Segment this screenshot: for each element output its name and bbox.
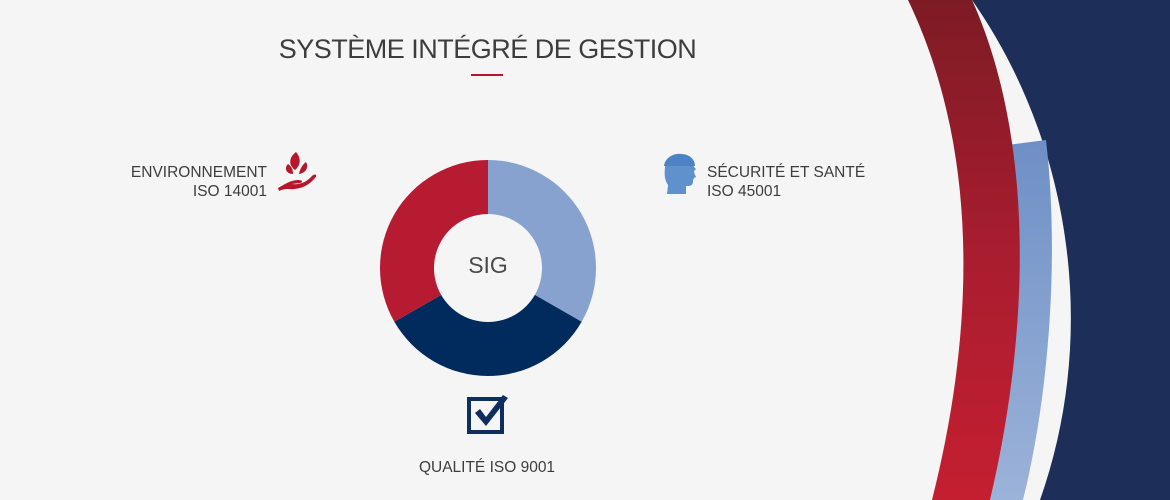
page-title: SYSTÈME INTÉGRÉ DE GESTION (278, 34, 697, 64)
quality-label: QUALITÉ ISO 9001 (418, 459, 556, 476)
environment-label: ENVIRONNEMENT ISO 14001 (100, 163, 267, 201)
safety-label: SÉCURITÉ ET SANTÉ ISO 45001 (707, 163, 907, 201)
environment-name: ENVIRONNEMENT (130, 164, 267, 181)
safety-name: SÉCURITÉ ET SANTÉ (707, 164, 866, 181)
helmeted-head-icon (664, 153, 696, 194)
navy-panel (972, 0, 1170, 500)
checkbox-check-icon (467, 395, 508, 434)
donut-segment-qualite (394, 294, 582, 376)
safety-standard: ISO 45001 (707, 183, 782, 200)
environment-standard: ISO 14001 (192, 183, 267, 200)
hand-with-leaves-icon (278, 152, 317, 191)
donut-segment-securite (488, 160, 596, 322)
donut-segment-environnement (380, 160, 488, 322)
red-arc (908, 0, 1020, 500)
donut-center-label: SIG (468, 252, 508, 278)
title-underline (471, 74, 503, 76)
sig-donut-chart (380, 160, 596, 376)
